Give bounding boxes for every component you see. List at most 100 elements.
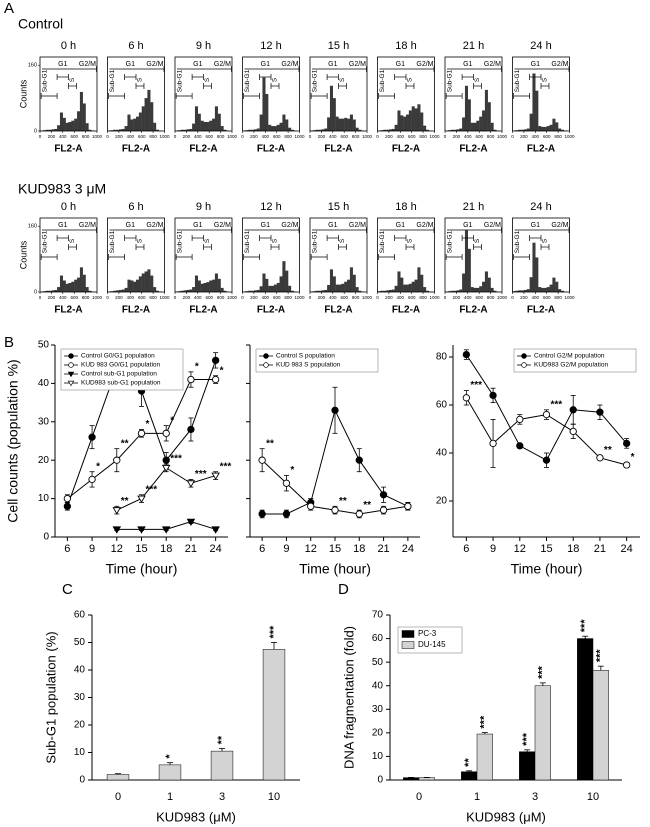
histogram-bin: [248, 290, 252, 292]
histogram-bin: [282, 114, 286, 131]
histogram-bin: [414, 108, 418, 131]
significance-label: ***: [146, 484, 158, 495]
x-tick-label: 10: [268, 791, 280, 803]
gate-label: G1: [531, 61, 540, 68]
x-tick-label: 24: [210, 543, 222, 555]
gate-label: G1: [58, 222, 67, 229]
y-axis-label: Sub-G1 population (%): [43, 631, 58, 763]
histogram-bin: [253, 290, 257, 292]
histogram-bin: [344, 117, 348, 131]
histogram-bin: [329, 85, 333, 131]
panel-title: 0 h: [61, 201, 76, 213]
data-point: [516, 442, 524, 450]
histogram-bin: [386, 290, 390, 292]
bar: [577, 638, 594, 781]
x-tick-label: 0: [241, 295, 244, 300]
x-axis-label: FL2-A: [459, 305, 487, 316]
histogram-bin: [329, 269, 333, 292]
bar: [461, 771, 478, 781]
y-tick-label: 20: [436, 496, 448, 507]
x-tick-label: 10: [587, 791, 599, 803]
x-tick-label: 600: [408, 134, 416, 139]
histogram-bin: [150, 102, 154, 131]
histogram-bin: [414, 279, 418, 292]
panel-title: 24 h: [530, 40, 551, 52]
x-tick-label: 400: [397, 134, 405, 139]
x-tick-label: 12: [111, 543, 123, 555]
histogram-bin: [473, 122, 477, 131]
histogram-bin: [183, 290, 187, 292]
x-tick-label: 800: [554, 295, 562, 300]
x-tick-label: 800: [487, 295, 495, 300]
y-axis-label: Counts: [18, 240, 28, 269]
histogram-bin: [321, 290, 325, 292]
histogram-bin: [332, 98, 336, 131]
gate-label: S: [69, 77, 76, 82]
x-tick-label: 1000: [159, 295, 170, 300]
histogram-bin: [549, 284, 553, 292]
histogram-bin: [383, 129, 387, 131]
histogram-bin: [388, 289, 392, 292]
significance-label: **: [463, 758, 475, 767]
x-tick-label: 600: [70, 134, 78, 139]
x-tick-label: 200: [115, 134, 123, 139]
histogram-bin: [338, 284, 342, 292]
histogram-bin: [206, 282, 210, 292]
histogram-bin: [408, 110, 412, 131]
data-point: [258, 510, 266, 518]
histogram-bin: [523, 289, 527, 292]
histogram-bin: [124, 126, 128, 131]
x-tick-label: 1: [167, 791, 173, 803]
data-point: [113, 456, 121, 464]
bar: [262, 649, 286, 781]
x-tick-label: 1000: [92, 295, 103, 300]
histogram-bin: [518, 290, 522, 292]
panel-label: B: [4, 334, 14, 351]
data-point: [88, 475, 96, 484]
x-tick-label: 800: [419, 295, 427, 300]
plot-frame: [309, 217, 368, 293]
histogram-bin: [464, 85, 468, 131]
significance-label: *: [96, 461, 100, 472]
gate-label: G2/M: [281, 61, 298, 68]
x-axis-label: FL2-A: [392, 305, 420, 316]
significance-label: **: [363, 500, 371, 511]
histogram-bin: [482, 281, 486, 292]
histogram-bin: [194, 275, 198, 292]
significance-label: **: [216, 735, 228, 744]
data-point: [379, 491, 388, 499]
histogram-bin: [127, 279, 131, 292]
gate-label: G1: [193, 61, 202, 68]
data-point: [596, 454, 604, 462]
x-tick-label: 3: [219, 791, 225, 803]
histogram-bin: [200, 120, 204, 131]
bar: [210, 750, 234, 781]
x-tick-label: 200: [520, 134, 528, 139]
histogram-bin: [220, 287, 224, 292]
histogram-bin: [285, 119, 289, 131]
y-tick-label: 0: [377, 775, 383, 786]
data-point: [186, 518, 196, 527]
x-axis-label: FL2-A: [324, 305, 352, 316]
histogram-bin: [332, 276, 336, 292]
histogram-bin: [54, 128, 58, 131]
histogram-bin: [479, 116, 483, 131]
histogram-bin: [555, 281, 559, 292]
x-tick-label: 21: [377, 543, 389, 555]
x-axis-label: FL2-A: [122, 144, 150, 155]
histogram-bin: [453, 290, 457, 292]
y-tick-label: 10: [372, 751, 384, 762]
x-tick-label: 800: [419, 134, 427, 139]
histogram-bin: [82, 103, 86, 131]
histogram-bin: [482, 110, 486, 131]
data-point: [162, 456, 170, 464]
panel-title: 21 h: [463, 40, 484, 52]
x-tick-label: 800: [149, 134, 157, 139]
plot-frame: [107, 217, 165, 293]
gate-label: S: [69, 238, 76, 243]
x-tick-label: 200: [115, 295, 123, 300]
histogram-bin: [490, 287, 494, 292]
x-axis-label: FL2-A: [459, 144, 487, 155]
data-point: [622, 439, 631, 448]
gate-label: G2/M: [281, 222, 298, 229]
